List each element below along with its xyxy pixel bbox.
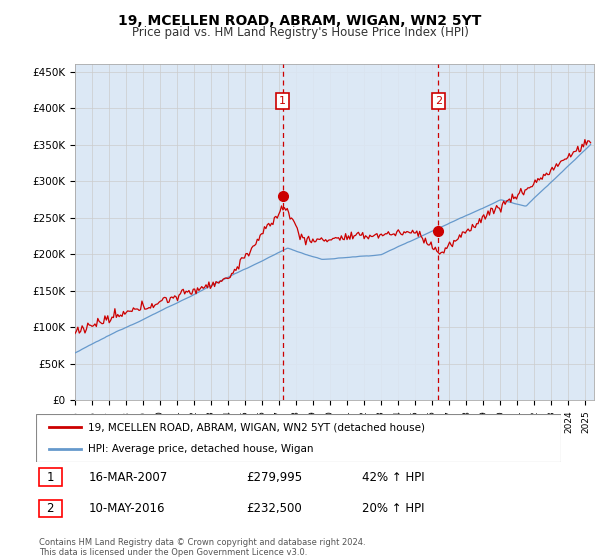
FancyBboxPatch shape bbox=[38, 468, 62, 486]
Text: HPI: Average price, detached house, Wigan: HPI: Average price, detached house, Wiga… bbox=[89, 444, 314, 454]
Text: 42% ↑ HPI: 42% ↑ HPI bbox=[361, 470, 424, 484]
Text: 19, MCELLEN ROAD, ABRAM, WIGAN, WN2 5YT: 19, MCELLEN ROAD, ABRAM, WIGAN, WN2 5YT bbox=[118, 14, 482, 28]
Text: 16-MAR-2007: 16-MAR-2007 bbox=[89, 470, 168, 484]
Text: £279,995: £279,995 bbox=[246, 470, 302, 484]
Text: 1: 1 bbox=[46, 470, 54, 484]
Text: £232,500: £232,500 bbox=[246, 502, 302, 515]
Text: 19, MCELLEN ROAD, ABRAM, WIGAN, WN2 5YT (detached house): 19, MCELLEN ROAD, ABRAM, WIGAN, WN2 5YT … bbox=[89, 422, 425, 432]
Text: Contains HM Land Registry data © Crown copyright and database right 2024.
This d: Contains HM Land Registry data © Crown c… bbox=[39, 538, 365, 557]
Bar bbox=[283, 64, 439, 400]
Text: 10-MAY-2016: 10-MAY-2016 bbox=[89, 502, 165, 515]
Text: 2: 2 bbox=[435, 96, 442, 106]
FancyBboxPatch shape bbox=[38, 500, 62, 517]
Text: 20% ↑ HPI: 20% ↑ HPI bbox=[361, 502, 424, 515]
Text: Price paid vs. HM Land Registry's House Price Index (HPI): Price paid vs. HM Land Registry's House … bbox=[131, 26, 469, 39]
Text: 1: 1 bbox=[279, 96, 286, 106]
Text: 2: 2 bbox=[46, 502, 54, 515]
